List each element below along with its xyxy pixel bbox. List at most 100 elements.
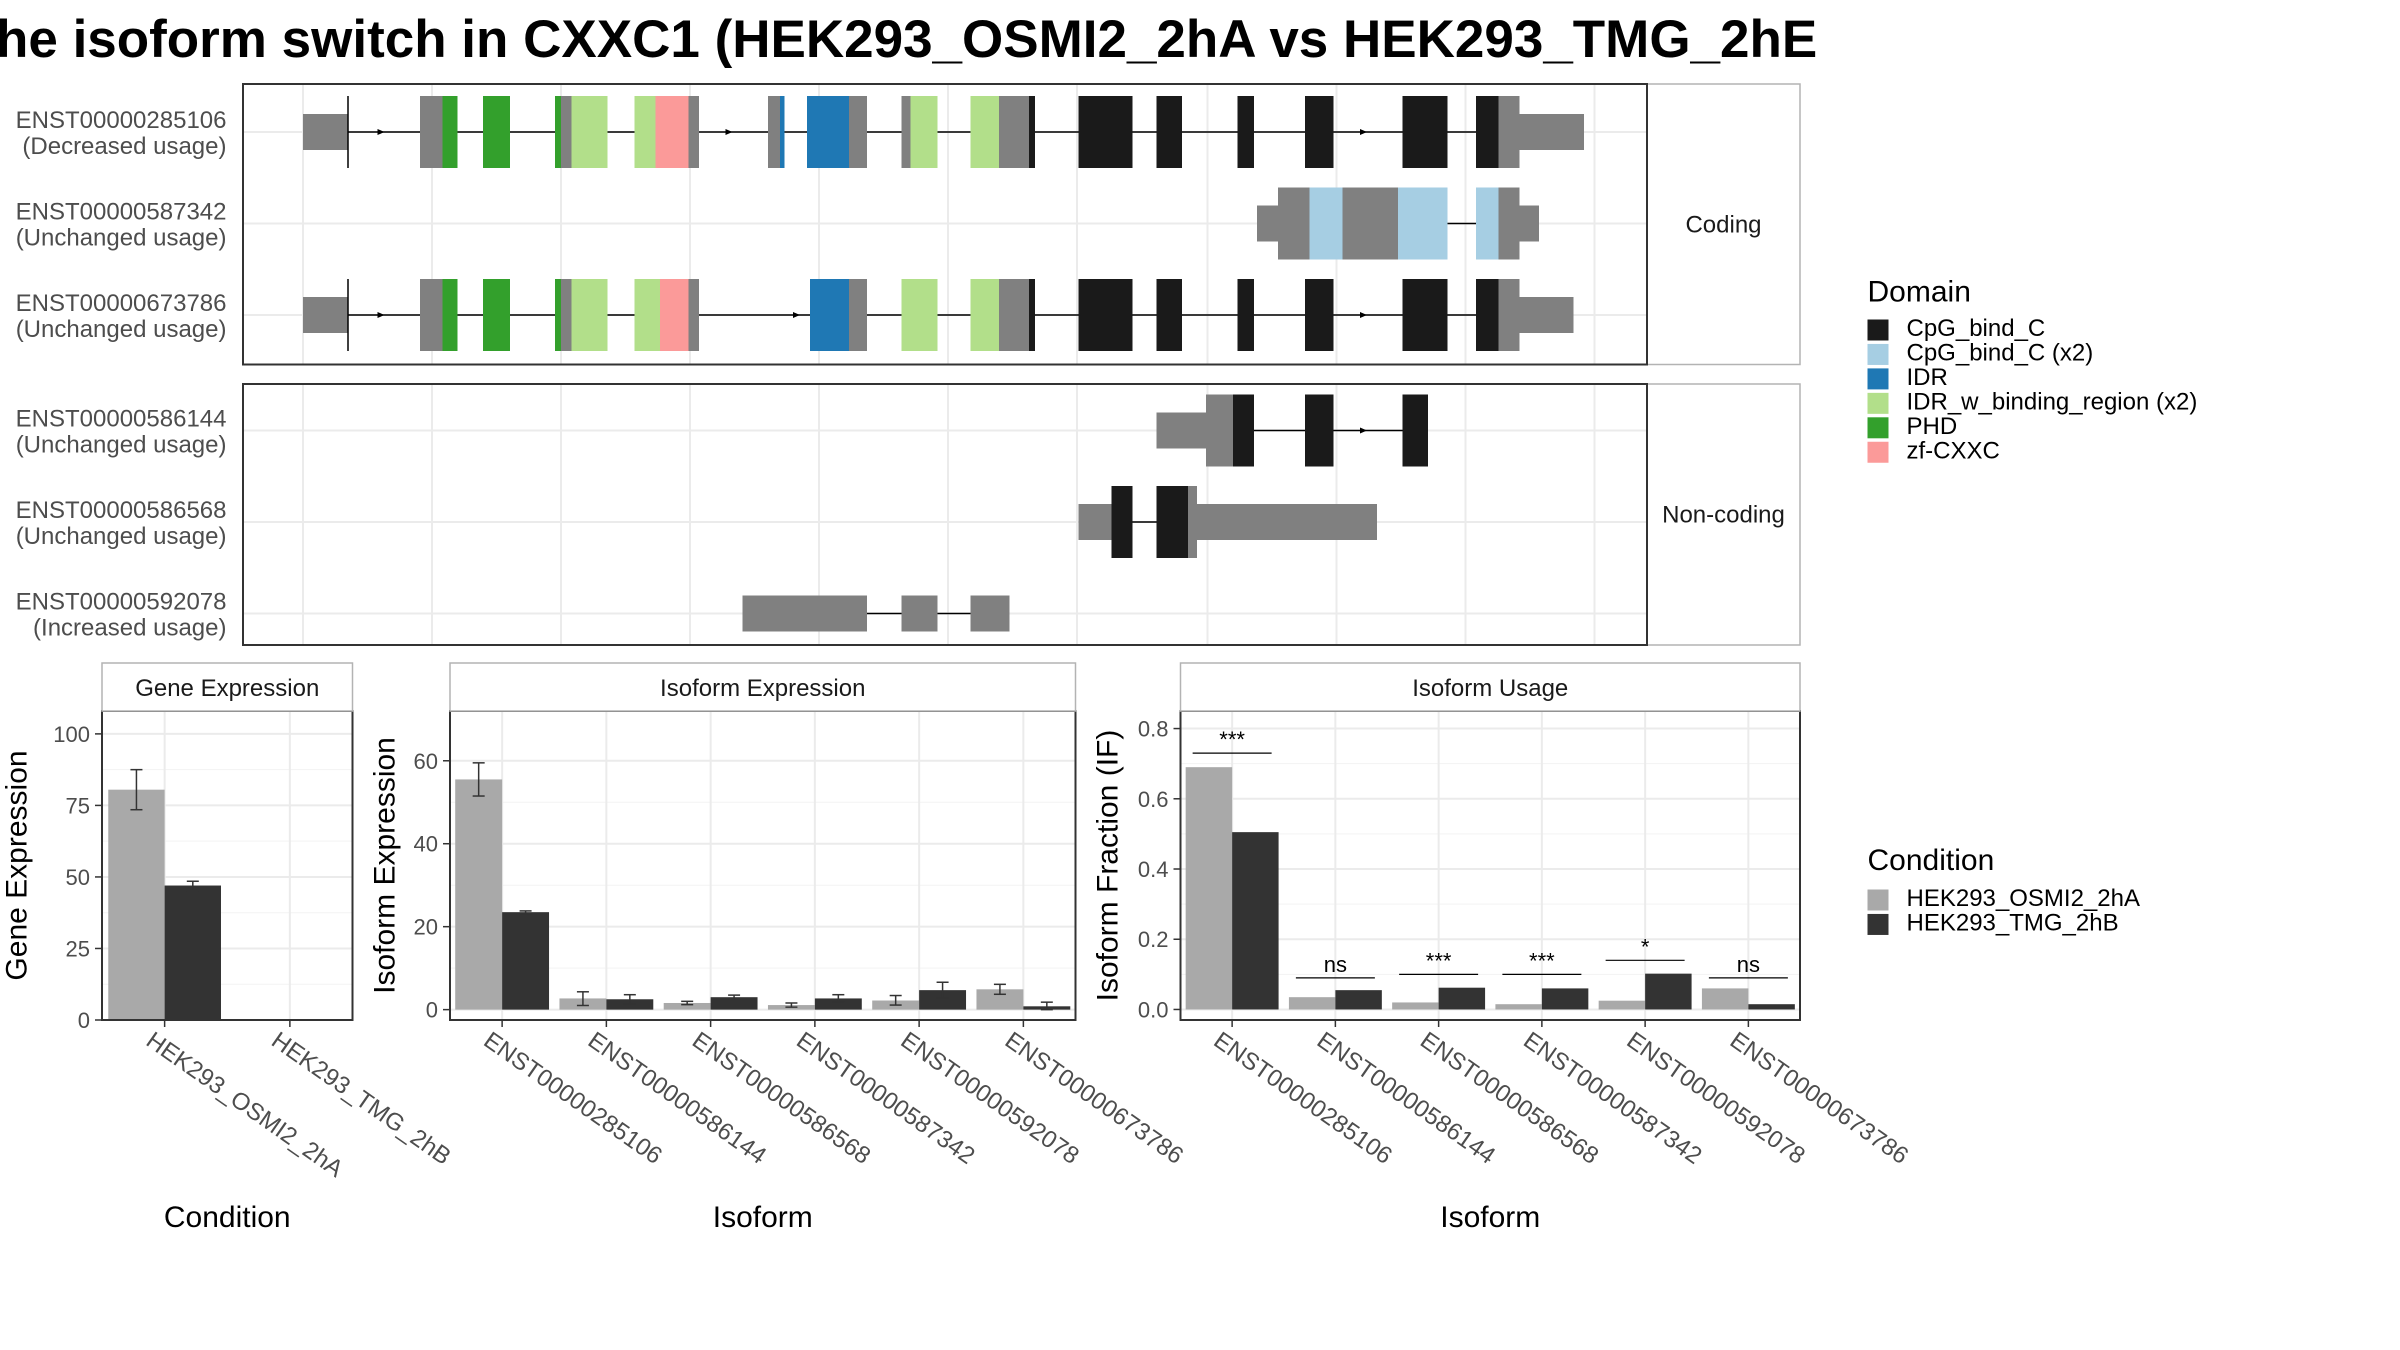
structure-panel-bg bbox=[243, 384, 1647, 645]
bar bbox=[1598, 1000, 1646, 1010]
domain-exon bbox=[655, 96, 689, 168]
domain-exon bbox=[1237, 96, 1254, 168]
domain-exon bbox=[901, 279, 938, 351]
x-tick-label: ENST00000285106 bbox=[479, 1027, 667, 1170]
x-tick-label: ENST00000587342 bbox=[1518, 1027, 1706, 1170]
domain-exon bbox=[1029, 96, 1035, 168]
coding-exon bbox=[1206, 394, 1233, 467]
y-tick-label: 0 bbox=[78, 1008, 90, 1033]
bar bbox=[919, 990, 967, 1010]
utr-exon bbox=[303, 297, 348, 333]
domain-exon bbox=[634, 279, 660, 351]
bar bbox=[1288, 997, 1336, 1010]
facet-strip bbox=[1646, 383, 1801, 646]
domain-exon bbox=[1156, 96, 1182, 168]
legend-key bbox=[1867, 417, 1889, 439]
bar bbox=[814, 998, 862, 1010]
direction-arrow bbox=[1360, 427, 1367, 434]
utr-exon bbox=[1519, 205, 1539, 242]
x-tick-label: ENST00000586568 bbox=[687, 1027, 875, 1170]
domain-exon bbox=[1305, 394, 1334, 467]
domain-exon bbox=[483, 279, 510, 351]
x-tick-label: ENST00000586144 bbox=[583, 1027, 771, 1170]
y-tick-label: 0.0 bbox=[1138, 997, 1169, 1022]
y-axis-title: Isoform Expression bbox=[369, 737, 402, 994]
legend-label: CpG_bind_C bbox=[1907, 315, 2046, 342]
significance-label: *** bbox=[1529, 948, 1555, 973]
transcript-usage-label: (Unchanged usage) bbox=[16, 432, 227, 459]
coding-exon bbox=[999, 279, 1029, 351]
legend-label: HEK293_OSMI2_2hA bbox=[1907, 885, 2140, 912]
bar bbox=[164, 885, 221, 1020]
x-tick-label: ENST00000587342 bbox=[791, 1027, 979, 1170]
direction-arrow bbox=[377, 129, 385, 135]
legend-label: HEK293_TMG_2hB bbox=[1907, 909, 2119, 936]
y-tick-label: 100 bbox=[53, 722, 90, 747]
coding-exon bbox=[1498, 96, 1520, 168]
domain-exon bbox=[1156, 486, 1188, 558]
bar bbox=[710, 997, 758, 1010]
x-tick-label: ENST00000285106 bbox=[1209, 1027, 1397, 1170]
y-tick-label: 0.2 bbox=[1138, 927, 1169, 952]
coding-exon bbox=[420, 279, 443, 351]
domain-exon bbox=[1398, 187, 1448, 260]
transcript-id-label: ENST00000586568 bbox=[16, 497, 227, 524]
chart-strip bbox=[449, 662, 1077, 712]
domain-exon bbox=[483, 96, 510, 168]
structure-panel-border bbox=[242, 83, 1648, 366]
facet-label: Non-coding bbox=[1662, 502, 1785, 529]
significance-label: *** bbox=[1219, 727, 1245, 752]
coding-exon bbox=[1188, 486, 1197, 558]
coding-exon bbox=[849, 96, 867, 168]
bar bbox=[1495, 1004, 1542, 1010]
domain-exon bbox=[634, 96, 656, 168]
domain-legend-title: Domain bbox=[1868, 276, 1971, 309]
legend-label: zf-CXXC bbox=[1907, 437, 2000, 464]
significance-label: *** bbox=[1426, 948, 1452, 973]
transcript-usage-label: (Unchanged usage) bbox=[16, 523, 227, 550]
domain-exon bbox=[1309, 187, 1343, 260]
y-tick-label: 0.4 bbox=[1138, 857, 1169, 882]
transcript-usage-label: (Decreased usage) bbox=[22, 133, 226, 160]
bar bbox=[1701, 988, 1749, 1010]
structure-panel-border bbox=[242, 383, 1648, 646]
bar bbox=[1335, 990, 1382, 1010]
transcript-usage-label: (Unchanged usage) bbox=[16, 316, 227, 343]
chart-strip bbox=[101, 662, 354, 712]
utr-exon bbox=[1078, 504, 1112, 540]
expression-panels: Gene Expression0255075100HEK293_OSMI2_2h… bbox=[1, 662, 1913, 1234]
utr-exon bbox=[970, 595, 1010, 632]
domain-exon bbox=[555, 279, 561, 351]
coding-exon bbox=[561, 96, 572, 168]
bar bbox=[1645, 973, 1692, 1010]
coding-exon bbox=[768, 96, 780, 168]
bar bbox=[1748, 1004, 1795, 1010]
direction-arrow bbox=[1360, 312, 1367, 318]
coding-exon bbox=[688, 96, 699, 168]
chart-panel-bg bbox=[1180, 711, 1800, 1020]
legend-key bbox=[1867, 889, 1889, 911]
domain-exon bbox=[1111, 486, 1133, 558]
transcript-id-label: ENST00000586144 bbox=[16, 406, 227, 433]
y-axis-title: Gene Expression bbox=[1, 750, 34, 980]
chart-title: Isoform Usage bbox=[1412, 675, 1568, 702]
utr-exon bbox=[1519, 297, 1574, 333]
y-tick-label: 0 bbox=[426, 998, 438, 1023]
domain-exon bbox=[807, 96, 849, 168]
legend-key bbox=[1867, 343, 1889, 365]
transcript-structure-panel: Coding ENST00000285106(Decreased usage) EN… bbox=[16, 83, 1801, 646]
legend-key bbox=[1867, 319, 1889, 341]
legend-key bbox=[1867, 441, 1889, 463]
condition-legend-title: Condition bbox=[1868, 844, 1995, 877]
coding-exon bbox=[561, 279, 572, 351]
domain-exon bbox=[970, 96, 999, 168]
bar bbox=[1232, 832, 1279, 1010]
utr-exon bbox=[901, 595, 938, 632]
y-tick-label: 25 bbox=[66, 936, 90, 961]
chart-strip bbox=[1179, 662, 1801, 712]
x-axis-title: Condition bbox=[164, 1201, 291, 1234]
domain-exon bbox=[1156, 279, 1182, 351]
facet-label: Coding bbox=[1685, 211, 1761, 238]
utr-exon bbox=[742, 595, 867, 632]
